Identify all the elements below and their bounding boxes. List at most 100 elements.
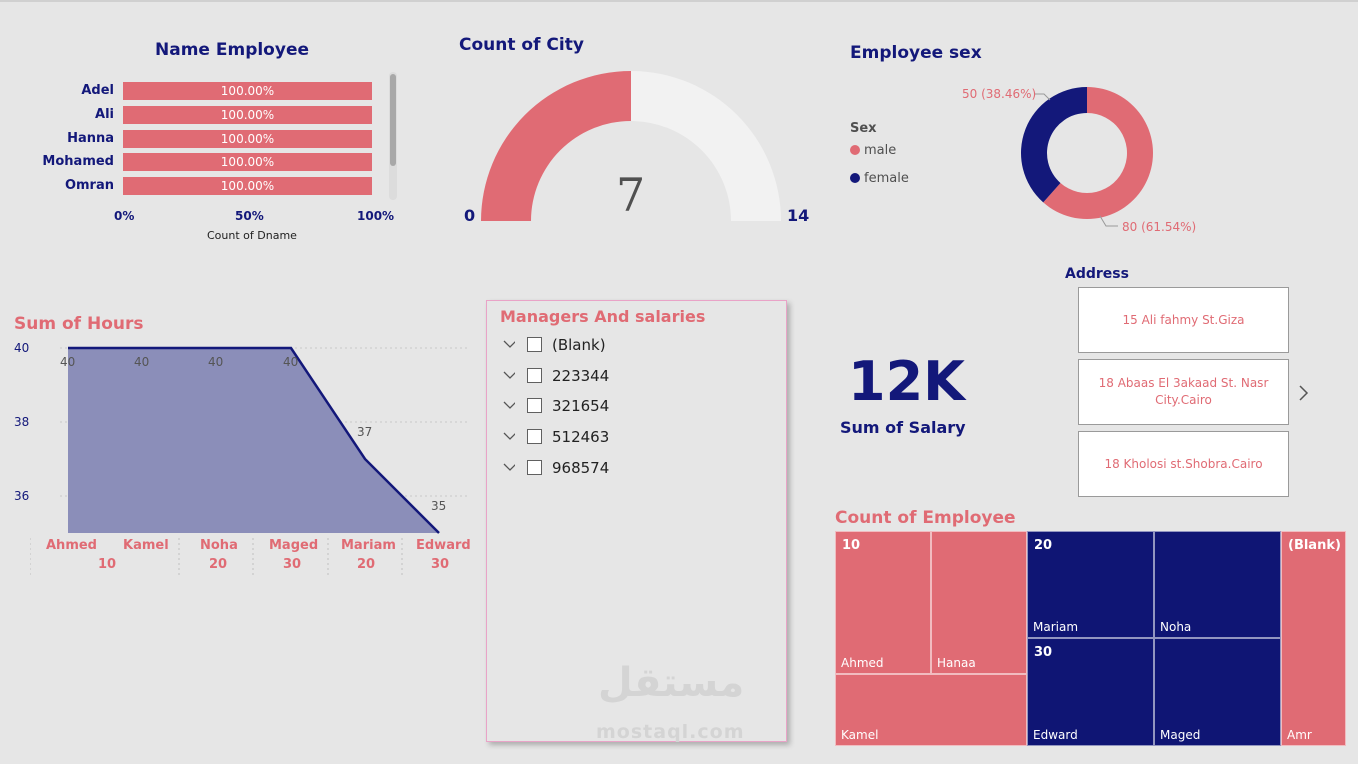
y-tick-38: 38 — [14, 415, 30, 429]
bar-row[interactable]: Ali 100.00% — [20, 105, 380, 124]
tick-0: 0% — [114, 209, 135, 223]
count-city-title: Count of City — [459, 35, 584, 55]
chevron-down-icon[interactable] — [503, 401, 515, 410]
x-group-label: 30 — [431, 557, 450, 572]
treemap-group-20: 20 — [1034, 538, 1053, 553]
bar-row[interactable]: Omran 100.00% — [20, 177, 380, 196]
slicer-item-label: (Blank) — [552, 336, 606, 354]
checkbox[interactable] — [527, 459, 542, 475]
treemap-cell-maged[interactable]: Maged — [1154, 638, 1281, 746]
next-arrow-icon[interactable] — [1298, 384, 1310, 402]
checkbox[interactable] — [527, 367, 542, 383]
bar-data-label: 100.00% — [220, 179, 275, 194]
legend-dot-female — [850, 173, 860, 183]
bar-data-label: 100.00% — [220, 131, 275, 146]
treemap-label: Edward — [1033, 728, 1078, 742]
bar[interactable]: 100.00% — [123, 105, 372, 124]
bar[interactable]: 100.00% — [123, 82, 372, 100]
legend-item-female[interactable]: female — [850, 171, 909, 186]
treemap: 10 Ahmed Hanaa Kamel 20 Mariam Noha 30 E… — [835, 531, 1346, 746]
bar-row[interactable]: Hanna 100.00% — [20, 129, 380, 148]
slicer-item[interactable]: 223344 — [499, 367, 759, 391]
address-card[interactable]: 18 Kholosi st.Shobra.Cairo — [1078, 431, 1289, 497]
slicer-item[interactable]: 512463 — [499, 428, 759, 452]
treemap-cell-hanaa[interactable]: Hanaa — [931, 531, 1027, 674]
treemap-cell-kamel[interactable]: Kamel — [835, 674, 1027, 746]
gauge-value: 7 — [616, 168, 646, 222]
bar-data-label: 100.00% — [220, 84, 275, 98]
treemap-label: Ahmed — [841, 656, 884, 670]
data-label: 40 — [283, 355, 299, 369]
treemap-cell-amr[interactable]: (Blank) Amr — [1281, 531, 1346, 746]
address-card[interactable]: 15 Ali fahmy St.Giza — [1078, 287, 1289, 353]
watermark-logo: مستقل — [598, 660, 745, 706]
treemap-cell-edward[interactable]: 30 Edward — [1027, 638, 1154, 746]
donut-chart — [1021, 87, 1153, 227]
slicer-item[interactable]: 321654 — [499, 397, 759, 421]
sum-hours-title: Sum of Hours — [14, 314, 144, 334]
address-card[interactable]: 18 Abaas El 3akaad St. Nasr City.Cairo — [1078, 359, 1289, 425]
chevron-down-icon[interactable] — [503, 340, 515, 348]
chevron-down-icon[interactable] — [503, 371, 515, 379]
x-group-label: 20 — [209, 557, 228, 572]
treemap-label: Amr — [1287, 728, 1312, 742]
bar-category-label: Mohamed — [42, 154, 114, 170]
donut-label-female: 50 (38.46%) — [962, 87, 1037, 101]
treemap-group-30: 30 — [1034, 645, 1053, 660]
top-border — [0, 0, 1358, 2]
bar-category-label: Hanna — [67, 130, 114, 146]
x-axis-label: Count of Dname — [207, 229, 297, 242]
bar-row[interactable]: Mohamed 100.00% — [20, 153, 380, 172]
leader-female — [1034, 93, 1051, 101]
tick-50: 50% — [235, 209, 264, 223]
treemap-cell-noha[interactable]: Noha — [1154, 531, 1281, 638]
legend-label-female: female — [864, 171, 909, 186]
slicer-item[interactable]: 968574 — [499, 459, 759, 483]
treemap-label: Maged — [1160, 728, 1201, 742]
kpi-label: Sum of Salary — [840, 418, 966, 437]
data-label: 37 — [357, 425, 373, 439]
checkbox[interactable] — [527, 337, 542, 352]
donut-slice-female[interactable] — [1021, 87, 1087, 203]
chevron-down-icon[interactable] — [503, 432, 515, 441]
treemap-cell-mariam[interactable]: 20 Mariam — [1027, 531, 1154, 638]
x-tick-label: Noha — [200, 538, 238, 553]
bar-category-label: Adel — [81, 83, 114, 98]
slicer-item-label: 223344 — [552, 366, 610, 385]
y-tick-40: 40 — [14, 341, 30, 355]
donut-label-male: 80 (61.54%) — [1122, 220, 1197, 234]
legend-label-male: male — [864, 143, 897, 158]
managers-slicer: Managers And salaries (Blank) 223344 32165… — [486, 300, 787, 742]
legend-dot-male — [850, 145, 860, 155]
count-employee-title: Count of Employee — [835, 508, 1016, 528]
bar[interactable]: 100.00% — [123, 153, 372, 172]
treemap-label: Noha — [1160, 620, 1192, 634]
gauge-fill — [481, 71, 631, 221]
bar[interactable]: 100.00% — [123, 129, 372, 148]
checkbox[interactable] — [527, 398, 542, 414]
name-employee-title: Name Employee — [155, 40, 310, 60]
gauge — [481, 71, 781, 221]
treemap-cell-ahmed[interactable]: 10 Ahmed — [835, 531, 931, 674]
slicer-item-label: 968574 — [552, 458, 610, 477]
chevron-down-icon[interactable] — [503, 463, 515, 471]
donut-slice-male[interactable] — [1043, 87, 1153, 219]
data-label: 35 — [431, 499, 447, 513]
treemap-label: Mariam — [1033, 620, 1079, 634]
bar-category-label: Ali — [95, 106, 114, 122]
legend-item-male[interactable]: male — [850, 143, 896, 158]
area-line — [68, 346, 440, 534]
y-tick-36: 36 — [14, 489, 30, 503]
gauge-min: 0 — [464, 206, 476, 225]
x-group-label: 30 — [283, 557, 302, 572]
treemap-label: Hanaa — [937, 656, 976, 670]
checkbox[interactable] — [527, 429, 542, 445]
tick-100: 100% — [357, 209, 395, 223]
bar-data-label: 100.00% — [220, 155, 275, 170]
bar-row[interactable]: Adel 100.00% — [20, 82, 380, 100]
slicer-item[interactable]: (Blank) — [499, 336, 759, 360]
bar[interactable]: 100.00% — [123, 177, 372, 196]
slicer-item-label: 512463 — [552, 428, 610, 447]
scrollbar-thumb[interactable] — [390, 74, 396, 166]
data-label: 40 — [208, 355, 224, 369]
